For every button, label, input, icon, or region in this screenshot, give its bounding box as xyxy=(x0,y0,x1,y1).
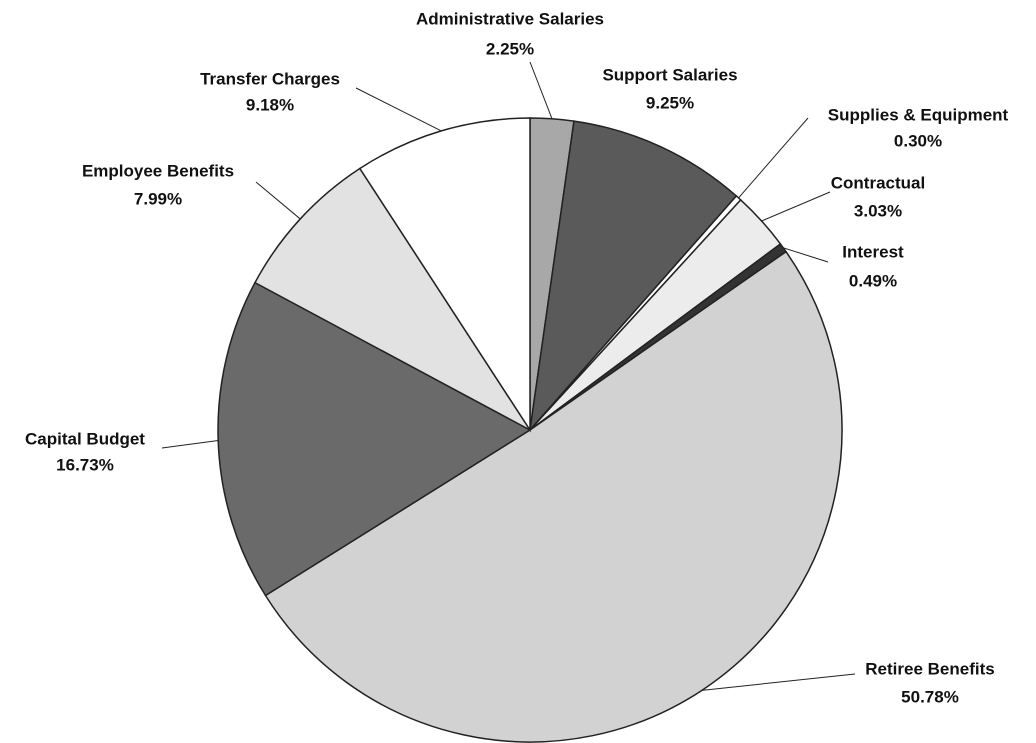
slice-label: Transfer Charges xyxy=(200,69,340,88)
leader-line xyxy=(161,439,219,449)
slice-label: Interest xyxy=(842,242,904,261)
slice-value-label: 0.30% xyxy=(894,131,942,150)
leader-line xyxy=(738,117,809,199)
slice-value-label: 9.18% xyxy=(246,95,294,114)
leader-line xyxy=(783,247,829,263)
slice-label: Supplies & Equipment xyxy=(828,105,1009,124)
slice-value-label: 0.49% xyxy=(849,271,897,290)
slice-value-label: 7.99% xyxy=(134,189,182,208)
slice-label: Employee Benefits xyxy=(82,161,234,180)
leader-line xyxy=(761,191,831,222)
slice-label: Administrative Salaries xyxy=(416,9,604,28)
leader-line xyxy=(701,673,856,691)
pie-slice xyxy=(217,281,532,597)
pie-slice xyxy=(528,120,738,433)
slice-value-label: 9.25% xyxy=(646,93,694,112)
slice-value-label: 16.73% xyxy=(56,455,114,474)
slice-value-label: 3.03% xyxy=(854,201,902,220)
pie-slice xyxy=(253,167,531,431)
slice-label: Contractual xyxy=(831,173,925,192)
slice-label: Capital Budget xyxy=(25,429,145,448)
slice-label: Retiree Benefits xyxy=(865,659,994,678)
leader-line xyxy=(355,87,442,132)
pie-slice xyxy=(358,117,531,433)
slice-label: Support Salaries xyxy=(602,65,737,84)
leader-line xyxy=(529,61,553,119)
leader-line xyxy=(255,181,301,220)
slice-value-label: 2.25% xyxy=(486,39,534,58)
slice-value-label: 50.78% xyxy=(901,687,959,706)
